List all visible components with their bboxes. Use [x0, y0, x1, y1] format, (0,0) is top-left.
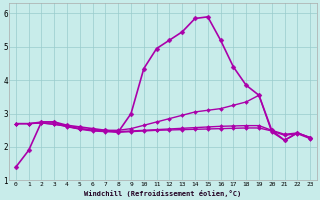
X-axis label: Windchill (Refroidissement éolien,°C): Windchill (Refroidissement éolien,°C): [84, 190, 242, 197]
